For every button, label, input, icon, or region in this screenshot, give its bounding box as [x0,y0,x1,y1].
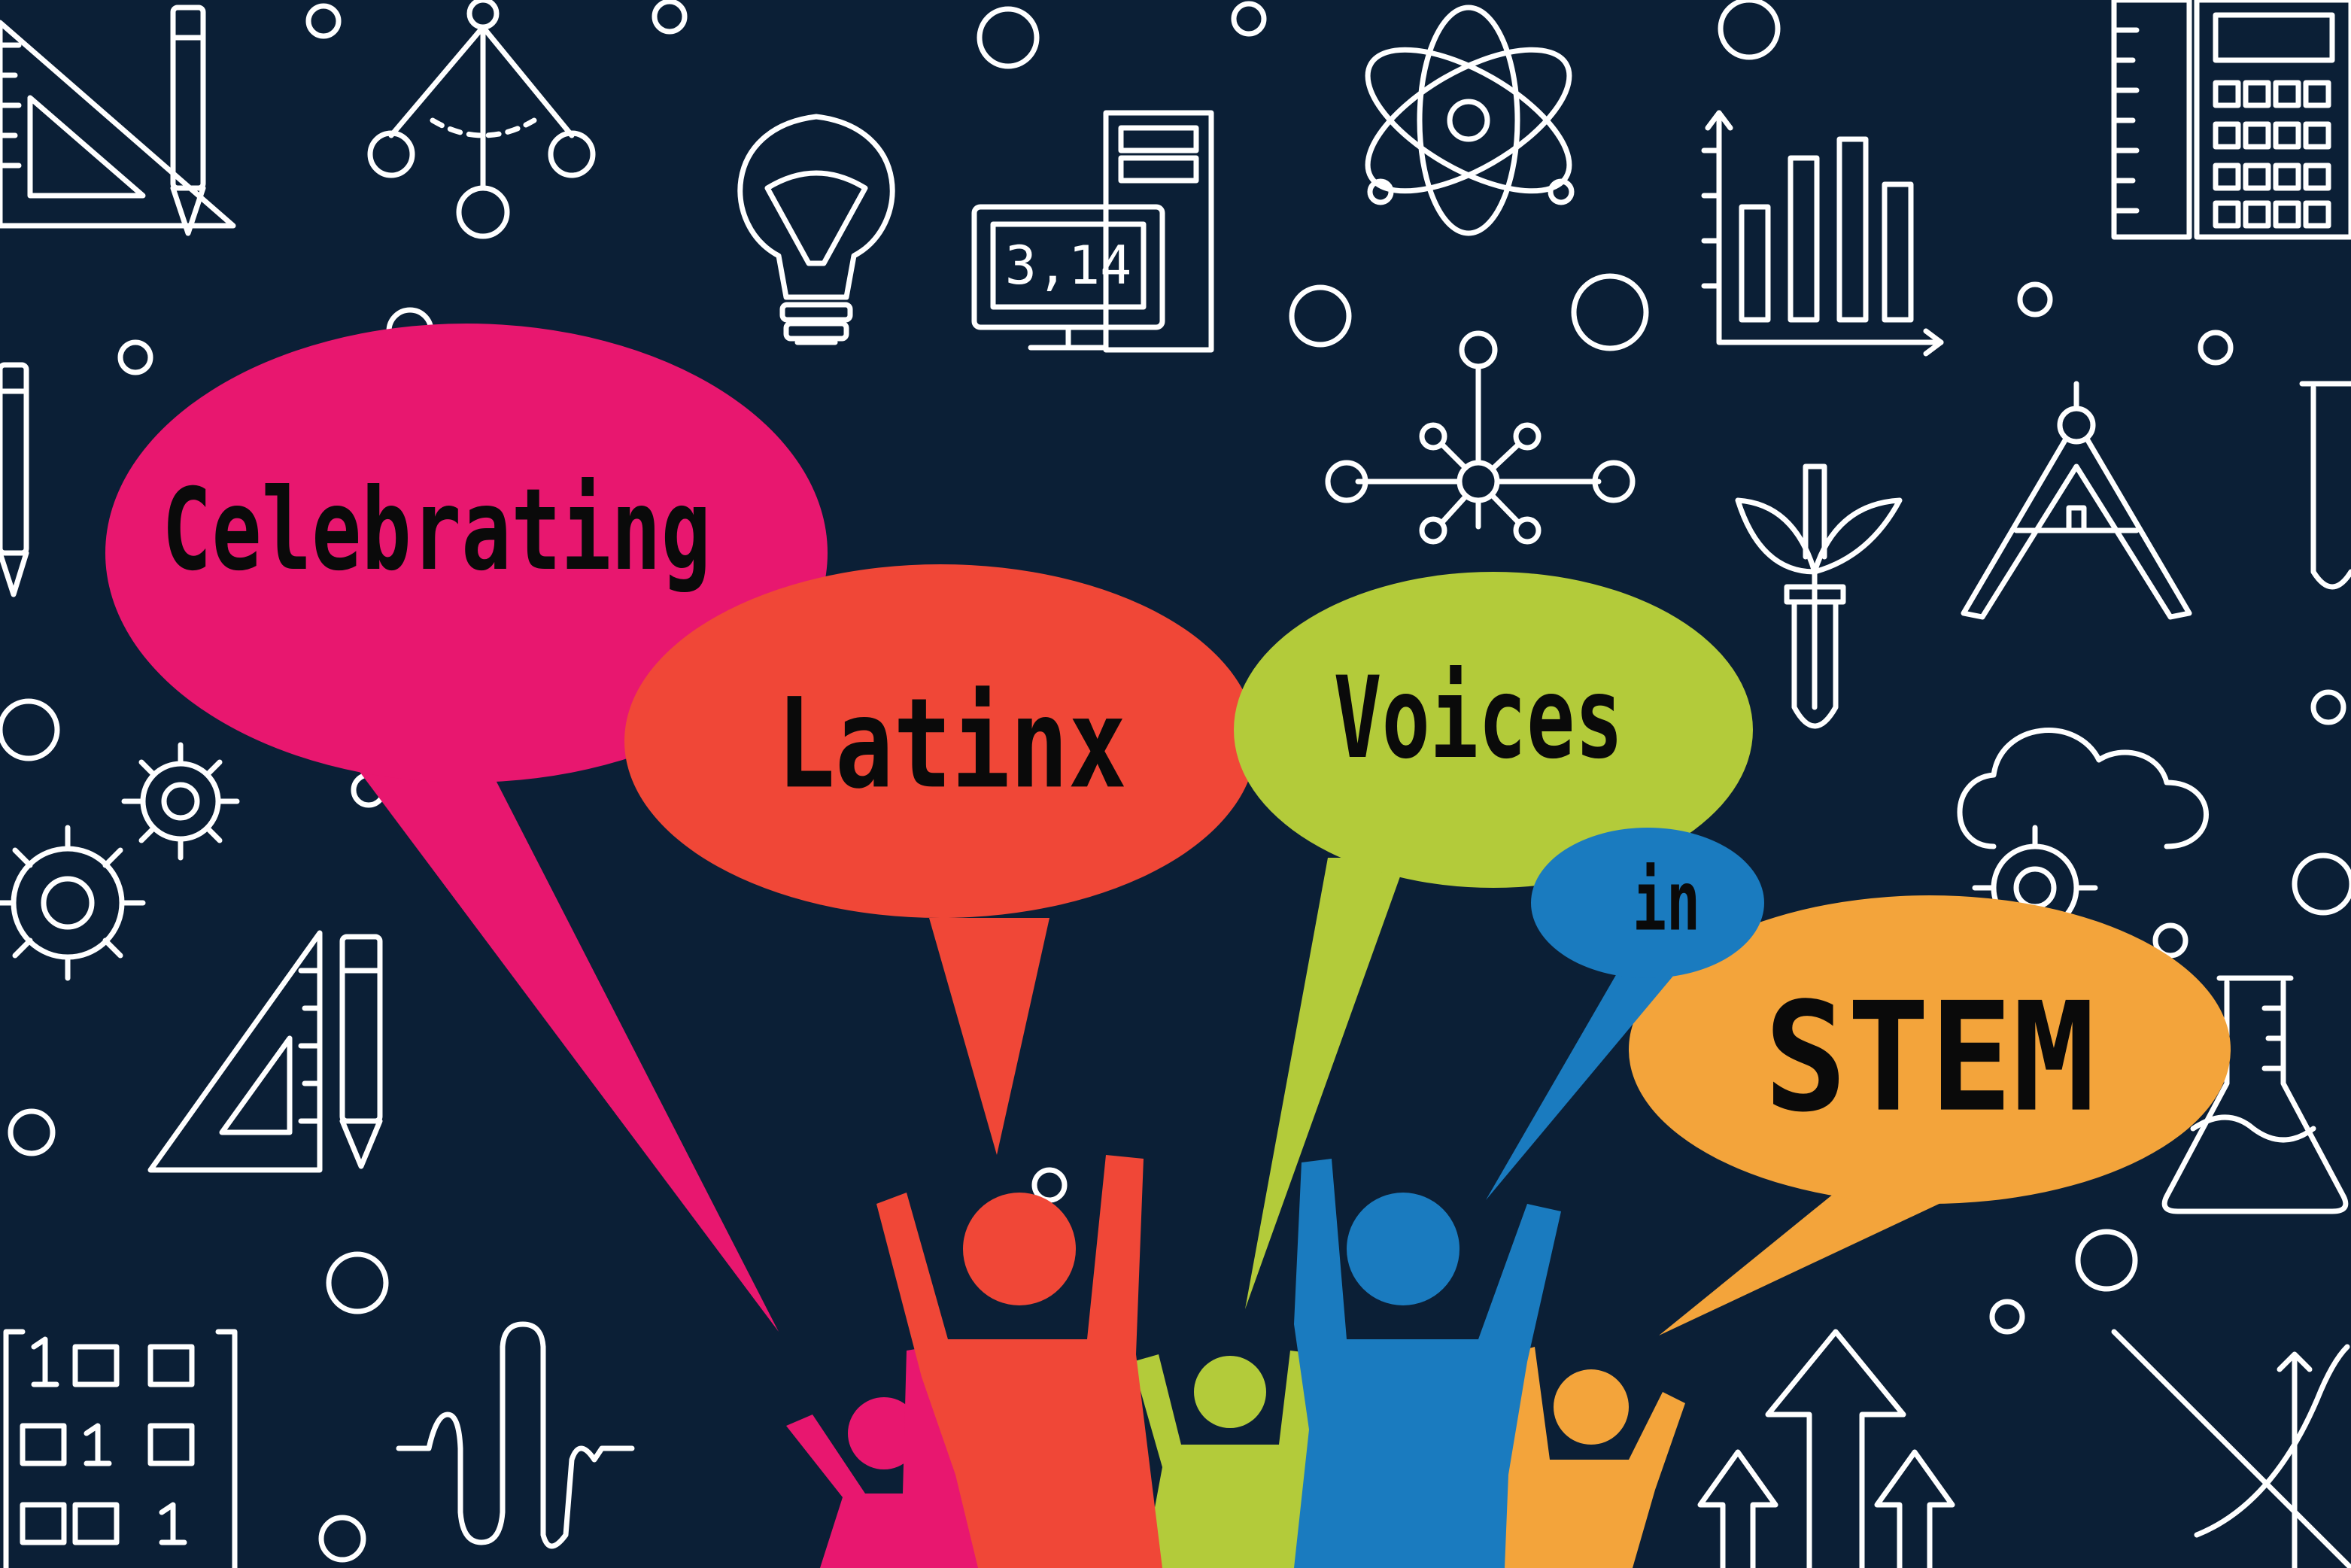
bubble-word-celebrating: Celebrating [162,465,711,596]
bubble-stem [1629,895,2231,1336]
bubble-voices [1234,572,1753,1309]
sprout-test-tube-icon [1735,463,1903,729]
pencil-icon [170,5,206,236]
set-square-icon [0,20,236,229]
calculator-display-text: 3,14 [1005,235,1132,296]
light-bulb-icon [737,114,895,345]
calculator-icon [2111,0,2351,240]
wave-icon [396,1321,635,1549]
bubble-word-latinx: Latinx [777,671,1127,816]
bar-chart-icon [1701,110,1944,357]
flask-icon [2161,975,2349,1214]
bubble-in [1486,828,1764,1200]
bubble-latinx [624,564,1256,1155]
pencil-icon [0,362,29,597]
graph-axes-icon [2111,1329,2351,1568]
bubble-word-voices: Voices [1334,653,1624,784]
person-magenta [786,1347,978,1568]
network-icon [1325,330,1636,545]
person-blue [1294,1159,1561,1568]
pencil-icon [339,934,383,1169]
person-red [876,1155,1162,1568]
bubble-celebrating [105,324,828,1332]
person-lime [1132,1351,1332,1568]
compass-icon [1961,381,2192,620]
pendulum-molecule-icon [367,0,596,239]
test-tube-icon [2299,381,2351,590]
binary-matrix-icon [3,1329,238,1568]
set-square-icon [147,930,323,1173]
bubble-word-in: in [1633,852,1700,949]
computer-icon [971,110,1214,353]
atom-icon [1365,5,1575,236]
arrows-up-icon [1697,1329,1955,1568]
bubble-word-stem: STEM [1764,971,2095,1146]
gears-icon [0,742,240,981]
